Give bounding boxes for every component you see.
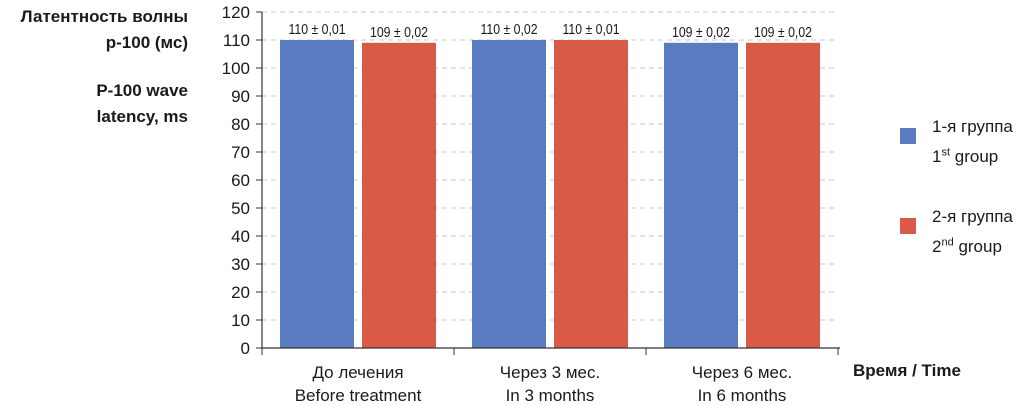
data-label-group-2-cat-2: 110 ± 0,01 — [562, 21, 619, 37]
bar-group-2-cat-1 — [362, 42, 436, 349]
x-tick-label-en-3: In 6 months — [698, 386, 787, 405]
y-tick-label-100: 100 — [222, 59, 250, 78]
bar-group-2-cat-2 — [554, 40, 628, 348]
x-axis-label: Время / Time — [853, 361, 961, 380]
y-tick-label-30: 30 — [231, 255, 250, 274]
y-tick-label-80: 80 — [231, 115, 250, 134]
legend-label-group-2-ru: 2-я группа — [932, 207, 1013, 226]
y-tick-label-70: 70 — [231, 143, 250, 162]
data-label-group-1-cat-2: 110 ± 0,02 — [480, 21, 537, 37]
data-label-group-2-cat-1: 109 ± 0,02 — [370, 24, 428, 40]
legend-label-group-1-en: 1st group — [932, 146, 999, 166]
y-tick-label-110: 110 — [223, 31, 250, 50]
y-axis-label-ru: Латентность волны р-100 (мс) — [21, 4, 188, 56]
y-axis-label-ru-line-2: р-100 (мс) — [105, 33, 188, 52]
legend-label-group-2-en: 2nd group — [932, 236, 1002, 256]
y-tick-label-60: 60 — [231, 171, 250, 190]
bar-group-1-cat-2 — [472, 40, 546, 348]
y-tick-label-0: 0 — [241, 339, 250, 358]
y-axis-label-en-line-2: latency, ms — [96, 107, 188, 126]
x-tick-label-ru-3: Через 6 мес. — [692, 363, 792, 382]
bar-group-1-cat-3 — [664, 42, 738, 349]
x-tick-label-en-2: In 3 months — [506, 386, 595, 405]
data-label-group-2-cat-3: 109 ± 0,02 — [754, 24, 812, 40]
y-tick-label-50: 50 — [231, 199, 250, 218]
data-label-group-1-cat-3: 109 ± 0,02 — [672, 24, 730, 40]
data-label-group-1-cat-1: 110 ± 0,01 — [288, 21, 345, 37]
y-axis-label-ru-line-1: Латентность волны — [20, 7, 188, 26]
y-tick-label-90: 90 — [231, 87, 250, 106]
legend-swatch-group-2 — [900, 218, 916, 234]
y-axis-label-en: P-100 wave latency, ms — [96, 78, 188, 130]
y-tick-label-40: 40 — [231, 227, 250, 246]
x-tick-label-ru-1: До лечения — [312, 363, 403, 382]
y-tick-label-20: 20 — [231, 283, 250, 302]
y-tick-label-120: 120 — [222, 3, 250, 22]
bar-group-2-cat-3 — [746, 42, 820, 349]
y-tick-label-10: 10 — [231, 311, 250, 330]
bar-group-1-cat-1 — [280, 40, 354, 348]
y-axis-label-en-line-1: P-100 wave — [96, 81, 188, 100]
legend-label-group-1-ru: 1-я группа — [932, 117, 1013, 136]
legend-swatch-group-1 — [900, 128, 916, 144]
x-tick-label-ru-2: Через 3 мес. — [500, 363, 600, 382]
x-tick-label-en-1: Before treatment — [295, 386, 422, 405]
